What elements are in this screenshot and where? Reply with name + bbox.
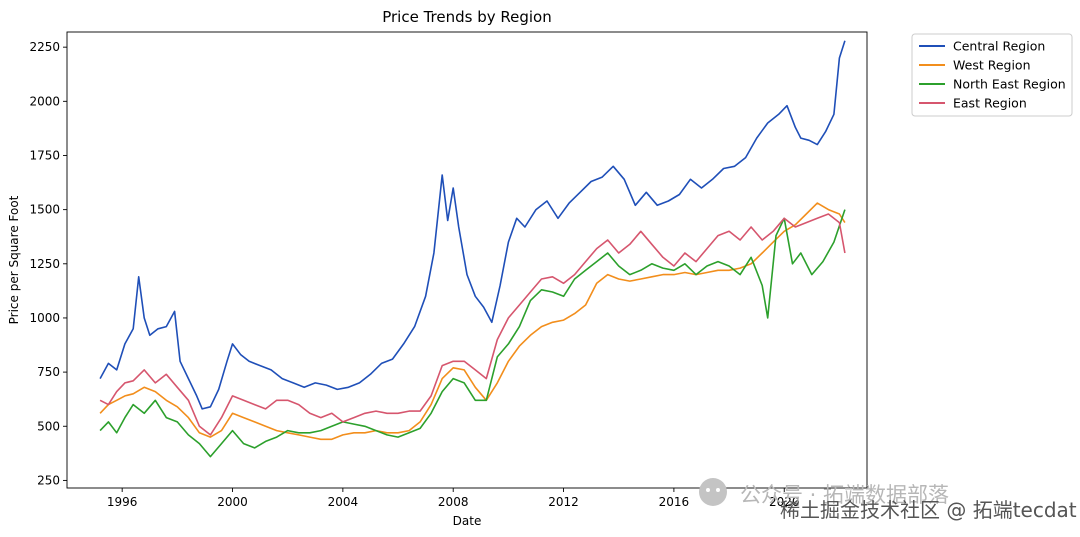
x-tick-label: 2000 [217,495,248,509]
x-axis-label: Date [453,514,482,528]
legend-label: West Region [953,58,1031,73]
watermark: 公众号 · 拓端数据部落 稀土掘金技术社区 @ 拓端tecdat [699,478,1077,522]
legend-label: Central Region [953,39,1045,54]
y-tick-label: 250 [37,473,60,487]
plot-frame [66,31,868,489]
x-tick-label: 2008 [438,495,469,509]
series-line-central-region [99,40,846,410]
y-tick-label: 750 [37,365,60,379]
wechat-icon-eye-left [706,488,710,492]
x-tick-label: 1996 [107,495,138,509]
legend-label: North East Region [953,77,1066,92]
chart-title: Price Trends by Region [382,8,552,26]
y-axis: 250 500 750 1000 1250 1500 1750 2000 2250 [29,40,67,487]
x-tick-label: 2016 [659,495,690,509]
wechat-icon-eye-right [716,488,720,492]
series-line-west-region [99,202,846,441]
wechat-icon [699,478,727,506]
y-tick-label: 500 [37,419,60,433]
y-tick-label: 2000 [29,94,60,108]
y-tick-label: 1000 [29,311,60,325]
y-tick-label: 1500 [29,203,60,217]
y-tick-label: 1250 [29,257,60,271]
legend: Central Region West Region North East Regi… [911,33,1073,117]
plot-area [66,31,868,489]
x-axis: 1996 2000 2004 2008 2012 2016 2020 [107,488,800,509]
series-line-north-east-region [99,209,846,458]
legend-box [911,33,1073,117]
watermark-line1: 公众号 · 拓端数据部落 [740,483,949,507]
y-tick-label: 2250 [29,40,60,54]
x-tick-label: 2012 [548,495,579,509]
series-layer [99,40,846,458]
x-tick-label: 2020 [769,495,800,509]
y-axis-label: Price per Square Foot [7,195,21,324]
watermark-line2: 稀土掘金技术社区 @ 拓端tecdat [780,498,1077,522]
x-tick-label: 2004 [328,495,359,509]
y-tick-label: 1750 [29,148,60,162]
legend-label: East Region [953,96,1027,111]
series-line-east-region [99,213,846,436]
